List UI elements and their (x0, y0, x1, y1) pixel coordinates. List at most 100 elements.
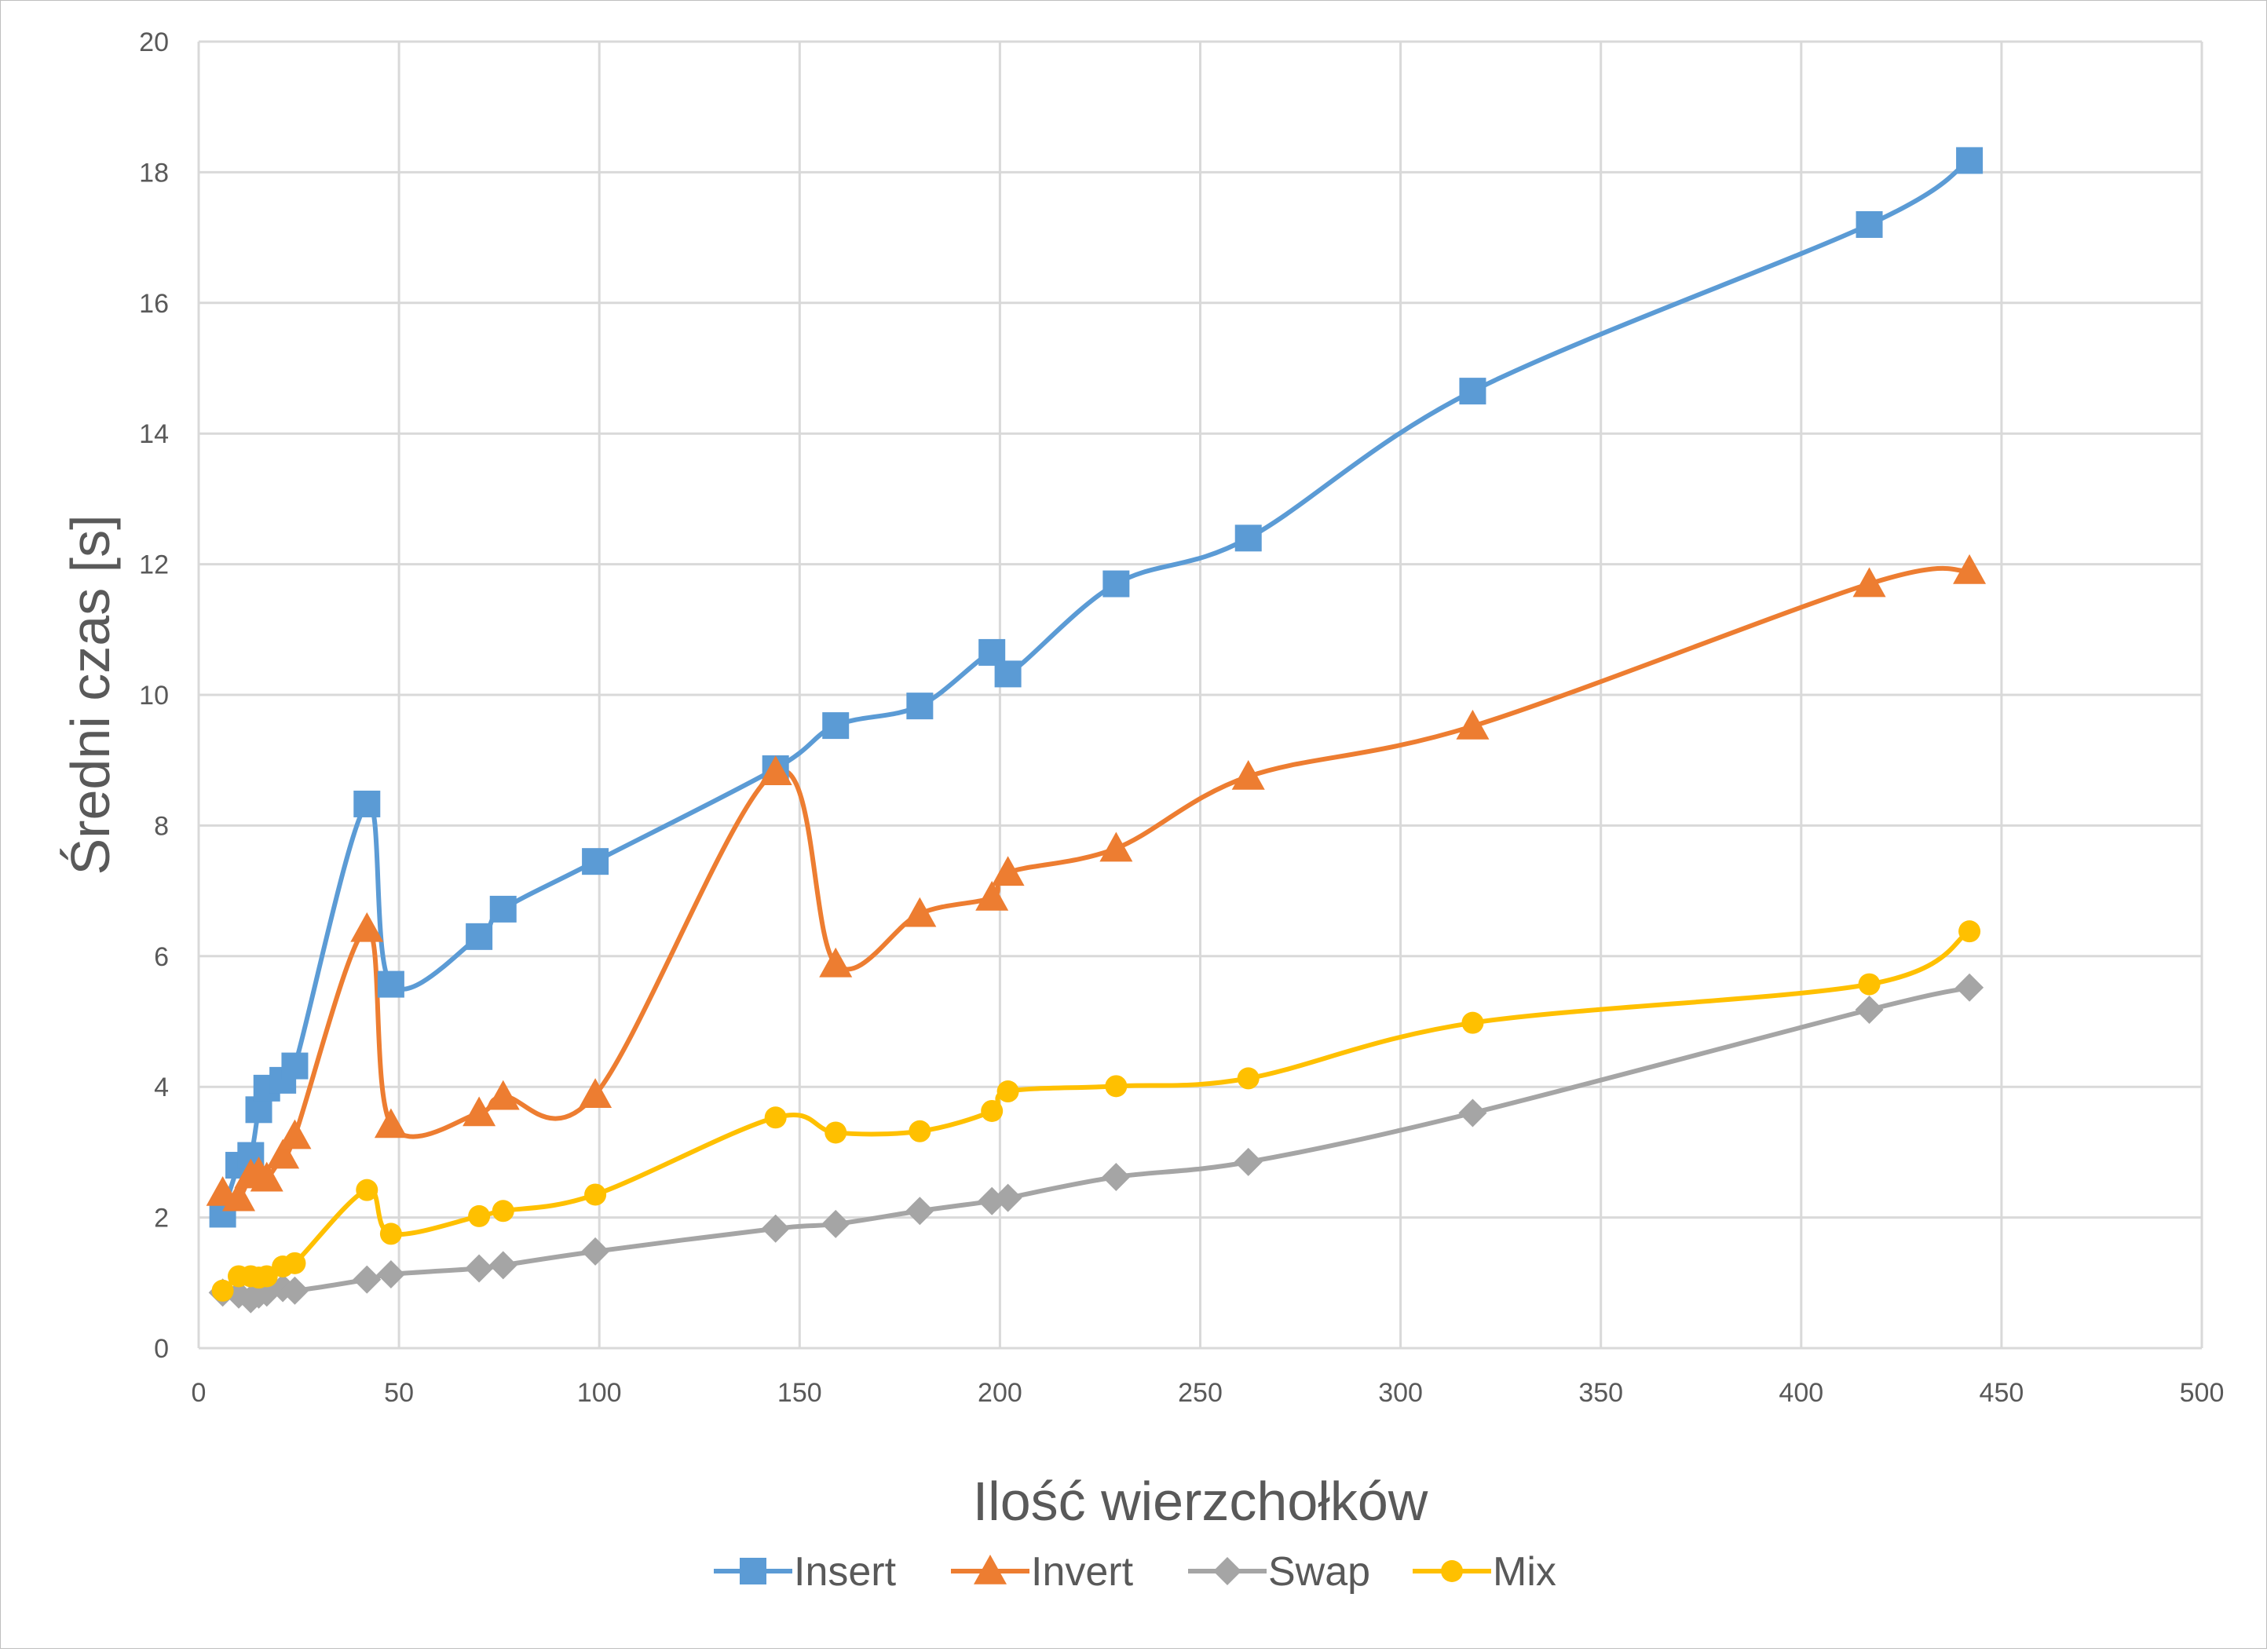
data-point-insert (1234, 524, 1262, 552)
data-point-mix (909, 1120, 931, 1142)
data-point-mix (1105, 1075, 1128, 1098)
data-point-mix (1858, 973, 1881, 996)
x-tick-label: 350 (1578, 1378, 1623, 1408)
data-point-insert (1102, 570, 1130, 598)
data-point-insert (1459, 378, 1486, 405)
x-tick-label: 50 (384, 1378, 414, 1408)
data-point-swap (1955, 973, 1984, 1002)
data-point-swap (353, 1265, 382, 1294)
data-point-invert (1953, 554, 1987, 584)
data-point-swap (993, 1183, 1022, 1212)
data-point-insert (377, 970, 404, 998)
data-point-insert (1856, 210, 1883, 238)
data-point-mix (981, 1099, 1004, 1122)
data-point-insert (466, 923, 493, 950)
series-line-invert (221, 565, 1970, 1201)
data-point-insert (353, 790, 381, 817)
x-axis-title: Ilość wierzchołków (973, 1471, 1428, 1532)
data-point-mix (825, 1121, 847, 1144)
data-point-invert (903, 897, 937, 927)
data-point-mix (584, 1183, 607, 1206)
data-point-invert (250, 1161, 283, 1192)
data-point-mix (1237, 1067, 1260, 1090)
data-point-invert (1231, 760, 1265, 790)
data-point-invert (579, 1078, 612, 1108)
y-tick-label: 20 (139, 27, 169, 57)
data-point-mix (1461, 1011, 1484, 1034)
series-line-swap (222, 985, 1970, 1302)
legend-label-mix: Mix (1493, 1549, 1556, 1595)
y-tick-label: 14 (139, 419, 169, 449)
data-point-swap (1102, 1163, 1131, 1192)
y-tick-label: 8 (154, 811, 169, 841)
data-point-swap (581, 1237, 610, 1266)
x-tick-label: 400 (1779, 1378, 1823, 1408)
legend: Insert Invert Swap Mix (714, 1549, 1556, 1595)
x-tick-label: 450 (1980, 1378, 2024, 1408)
data-point-swap (280, 1276, 309, 1305)
data-point-insert (906, 693, 934, 720)
y-tick-label: 12 (139, 550, 169, 580)
data-point-invert (759, 755, 792, 785)
data-point-mix (1958, 920, 1981, 943)
data-point-insert (281, 1052, 309, 1080)
x-tick-label: 250 (1178, 1378, 1223, 1408)
data-point-insert (489, 895, 517, 923)
x-tick-label: 300 (1378, 1378, 1423, 1408)
series-lines (220, 158, 1971, 1302)
data-point-swap (821, 1209, 850, 1238)
y-tick-label: 6 (154, 942, 169, 972)
data-point-mix (468, 1204, 491, 1227)
legend-marker-invert (974, 1555, 1007, 1584)
data-point-mix (211, 1279, 234, 1302)
data-point-swap (1234, 1147, 1263, 1176)
data-point-swap (1458, 1098, 1487, 1128)
data-point-invert (819, 947, 853, 978)
x-tick-label: 0 (192, 1378, 207, 1408)
data-point-swap (376, 1259, 405, 1288)
x-tick-label: 500 (2180, 1378, 2225, 1408)
data-point-invert (222, 1181, 256, 1212)
x-tick-label: 100 (577, 1378, 622, 1408)
data-point-mix (356, 1179, 378, 1201)
x-tick-label: 200 (978, 1378, 1022, 1408)
y-tick-label: 16 (139, 289, 169, 319)
y-tick-label: 10 (139, 681, 169, 711)
data-point-swap (905, 1197, 934, 1226)
data-point-invert (975, 880, 1009, 911)
data-point-insert (1956, 147, 1984, 174)
data-point-mix (492, 1200, 514, 1223)
data-point-invert (463, 1096, 496, 1127)
legend-label-swap: Swap (1268, 1549, 1370, 1595)
data-point-insert (994, 660, 1022, 688)
legend-marker-swap (1213, 1557, 1241, 1585)
data-point-swap (488, 1251, 517, 1280)
data-point-mix (255, 1265, 278, 1288)
y-axis-title: Średni czas [s] (59, 514, 121, 875)
y-tick-label: 18 (139, 158, 169, 188)
gridlines (197, 40, 2203, 1350)
data-point-invert (1456, 709, 1490, 740)
series-markers (206, 147, 1987, 1314)
y-tick-label: 2 (154, 1204, 169, 1234)
data-point-insert (822, 712, 850, 740)
data-point-invert (1099, 831, 1133, 862)
data-point-insert (582, 848, 609, 875)
data-point-invert (266, 1138, 300, 1169)
y-tick-label: 4 (154, 1073, 169, 1102)
data-point-swap (761, 1214, 790, 1243)
data-point-mix (283, 1252, 306, 1274)
data-point-invert (350, 912, 384, 942)
series-line-insert (220, 158, 1971, 1215)
y-tick-labels: 0 2 4 6 8 10 12 14 16 18 20 (139, 27, 169, 1364)
data-point-invert (486, 1080, 520, 1110)
x-tick-labels: 0 50 100 150 200 250 300 350 400 450 500 (192, 1378, 2225, 1408)
data-point-mix (764, 1106, 787, 1129)
data-point-invert (278, 1119, 312, 1149)
data-point-swap (1855, 996, 1884, 1025)
legend-label-insert: Insert (794, 1549, 897, 1595)
legend-marker-insert (740, 1558, 766, 1584)
data-point-swap (465, 1254, 494, 1283)
